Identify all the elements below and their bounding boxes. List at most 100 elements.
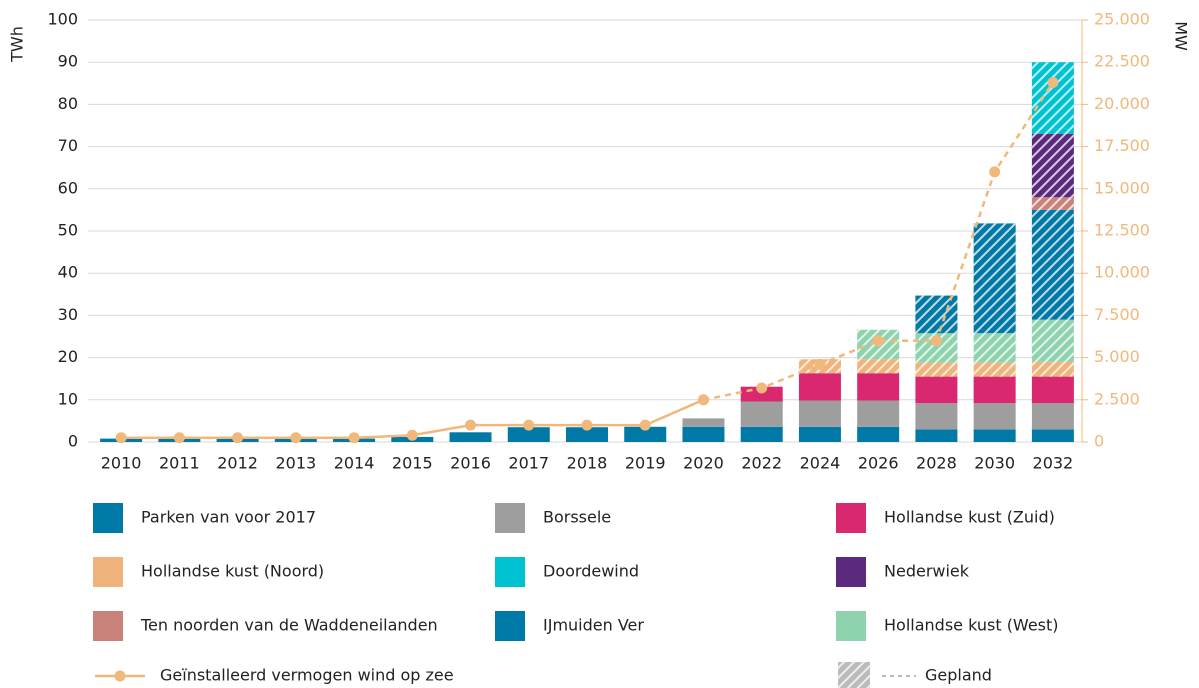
line-point [348, 432, 360, 444]
x-tick-label: 2024 [800, 454, 841, 473]
y-tick-label: 80 [58, 94, 78, 113]
line-point [814, 358, 826, 370]
x-tick-label: 2026 [858, 454, 899, 473]
line-point [989, 166, 1001, 178]
y2-tick-label: 2.500 [1094, 389, 1140, 408]
bar-segment [1031, 376, 1074, 404]
x-tick-label: 2010 [101, 454, 142, 473]
bar-segment [624, 426, 667, 442]
bar-segment [973, 429, 1016, 442]
line-point [756, 382, 768, 394]
line-point [872, 335, 884, 347]
y-tick-label: 50 [58, 221, 78, 240]
line-point [406, 429, 418, 441]
y2-tick-label: 12.500 [1094, 221, 1150, 240]
x-tick-label: 2012 [217, 454, 258, 473]
y-tick-label: 10 [58, 389, 78, 408]
line-point [115, 432, 127, 444]
legend-dot [114, 670, 126, 682]
line-point [465, 419, 477, 431]
y2-tick-label: 10.000 [1094, 263, 1150, 282]
line-point [697, 394, 709, 406]
x-tick-label: 2022 [741, 454, 782, 473]
legend-swatch [93, 557, 123, 587]
legend-swatch [836, 503, 866, 533]
y2-axis-label: MW [1172, 21, 1191, 51]
legend-swatch [495, 557, 525, 587]
legend-label: Doordewind [543, 562, 639, 581]
line-point [581, 419, 593, 431]
hatch [1031, 209, 1074, 320]
x-tick-label: 2030 [974, 454, 1015, 473]
bar-segment [1031, 403, 1074, 430]
x-tick-label: 2018 [567, 454, 608, 473]
hatch [973, 223, 1016, 334]
legend-swatch [836, 557, 866, 587]
line-point [523, 419, 535, 431]
bar-segment [973, 376, 1016, 404]
hatch [915, 362, 958, 377]
y2-tick-label: 15.000 [1094, 178, 1150, 197]
bar-segment [682, 418, 725, 427]
y-tick-label: 20 [58, 347, 78, 366]
bar-segment [798, 426, 841, 442]
legend-swatch [495, 611, 525, 641]
hatch [973, 333, 1016, 363]
x-tick-label: 2013 [275, 454, 316, 473]
line-point [290, 432, 302, 444]
x-tick-label: 2015 [392, 454, 433, 473]
y-tick-label: 90 [58, 52, 78, 71]
legend-label: Borssele [543, 508, 611, 527]
bar-segment [1031, 429, 1074, 442]
line-point [930, 335, 942, 347]
y-tick-label: 0 [68, 432, 78, 451]
bar-segment [449, 432, 492, 442]
y-tick-label: 70 [58, 136, 78, 155]
bar-segment [740, 426, 783, 442]
x-tick-label: 2020 [683, 454, 724, 473]
x-tick-label: 2032 [1033, 454, 1074, 473]
legend-label: Gepland [925, 666, 992, 685]
legend-label: Hollandse kust (West) [884, 616, 1059, 635]
legend-label: IJmuiden Ver [543, 616, 644, 635]
bar-segment [798, 373, 841, 401]
bar-segment [915, 376, 958, 404]
bar-segment [915, 403, 958, 430]
legend-swatch [93, 503, 123, 533]
legend-hatch-overlay [838, 662, 870, 688]
y2-tick-label: 17.500 [1094, 136, 1150, 155]
x-tick-label: 2016 [450, 454, 491, 473]
bar-segment [740, 401, 783, 427]
x-tick-label: 2028 [916, 454, 957, 473]
y-tick-label: 30 [58, 305, 78, 324]
y2-tick-label: 22.500 [1094, 52, 1150, 71]
x-tick-label: 2017 [508, 454, 549, 473]
line-point [173, 432, 185, 444]
legend-swatch [495, 503, 525, 533]
bar-segment [915, 429, 958, 442]
x-tick-label: 2019 [625, 454, 666, 473]
bar-segment [857, 426, 900, 442]
hatch [973, 362, 1016, 377]
bar-segment [798, 400, 841, 427]
legend-label: Hollandse kust (Zuid) [884, 508, 1055, 527]
legend-label: Parken van voor 2017 [141, 508, 316, 527]
line-point [1047, 76, 1059, 88]
legend-swatch [93, 611, 123, 641]
x-tick-label: 2011 [159, 454, 200, 473]
line-point [639, 419, 651, 431]
y-axis-label: TWh [8, 26, 27, 63]
y2-tick-label: 5.000 [1094, 347, 1140, 366]
bar-segment [682, 426, 725, 442]
y-tick-label: 60 [58, 178, 78, 197]
hatch [1031, 361, 1074, 377]
bar-segment [857, 400, 900, 427]
y-tick-label: 100 [47, 10, 78, 29]
y2-tick-label: 20.000 [1094, 94, 1150, 113]
legend-swatch [836, 611, 866, 641]
legend-label: Hollandse kust (Noord) [141, 562, 324, 581]
x-tick-label: 2014 [334, 454, 375, 473]
legend-label: Nederwiek [884, 562, 970, 581]
hatch [915, 295, 958, 334]
